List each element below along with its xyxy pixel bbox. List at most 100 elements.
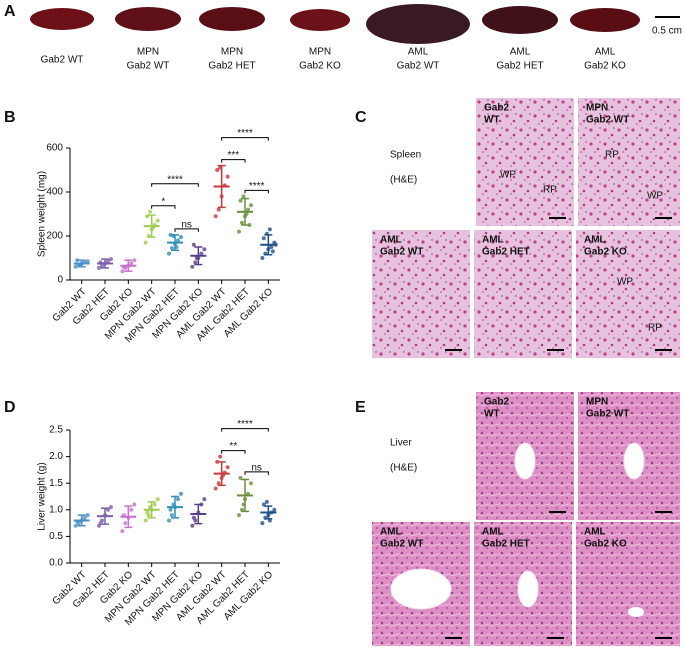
- data-point: [97, 265, 101, 270]
- data-point: [191, 515, 196, 520]
- image-label: Gab2 WT: [586, 115, 629, 126]
- region-label: WP: [647, 191, 663, 202]
- image-label: MPN: [586, 103, 608, 114]
- data-point: [193, 260, 198, 265]
- data-point: [218, 454, 223, 459]
- histology-image: [578, 98, 680, 226]
- image-label: AML: [482, 527, 504, 538]
- data-point: [213, 486, 218, 491]
- significance-label: ns: [181, 220, 192, 231]
- data-point: [237, 513, 241, 518]
- significance-bracket: [221, 428, 269, 432]
- data-point: [190, 523, 195, 528]
- data-point: [109, 505, 113, 510]
- stain-label: (H&E): [390, 463, 417, 474]
- photo-label: Gab2 WT: [41, 55, 84, 66]
- image-label: WT: [484, 409, 500, 420]
- spleen-photo: [290, 9, 350, 31]
- data-point: [179, 491, 183, 496]
- histology-image: [576, 230, 680, 358]
- y-tick-label: 1.5: [49, 478, 63, 489]
- data-point: [179, 235, 183, 240]
- data-point: [267, 227, 272, 232]
- spleen-photo: [30, 8, 94, 30]
- data-point: [85, 513, 90, 518]
- y-tick-label: 1.0: [49, 504, 63, 515]
- panel-label: E: [355, 399, 366, 416]
- data-point: [191, 242, 196, 247]
- region-label: WP: [617, 277, 633, 288]
- region-label: RP: [605, 150, 619, 161]
- data-point: [269, 245, 274, 249]
- vessel: [628, 607, 644, 617]
- tissue-label: Liver: [390, 438, 412, 449]
- y-tick-label: 600: [46, 143, 63, 154]
- y-tick-label: 0.0: [49, 558, 63, 569]
- y-tick-label: 0: [57, 275, 63, 286]
- data-point: [249, 481, 253, 486]
- data-point: [167, 518, 171, 523]
- data-point: [167, 251, 171, 256]
- histology-image: [474, 230, 572, 358]
- data-point: [170, 246, 174, 251]
- data-point: [73, 264, 78, 269]
- y-tick-label: 2.0: [49, 451, 63, 462]
- image-label: MPN: [586, 397, 608, 408]
- data-point: [120, 529, 125, 534]
- spleen-photos: 0.5 cm: [30, 4, 682, 44]
- significance-label: ****: [237, 128, 253, 139]
- image-label: Gab2 WT: [586, 409, 629, 420]
- data-point: [190, 264, 195, 269]
- image-label: Gab2 HET: [482, 539, 530, 550]
- data-point: [216, 481, 221, 486]
- significance-bracket: [151, 205, 176, 209]
- data-point: [143, 240, 148, 245]
- significance-label: *: [161, 196, 165, 207]
- photo-label: Gab2 KO: [299, 61, 341, 72]
- data-point: [213, 214, 218, 219]
- image-label: AML: [584, 527, 606, 538]
- data-point: [215, 459, 220, 464]
- data-point: [246, 207, 250, 212]
- photo-label: MPN: [309, 47, 331, 58]
- data-point: [176, 238, 180, 243]
- data-point: [75, 258, 80, 263]
- y-tick-label: 2.5: [49, 425, 63, 436]
- y-tick-label: 200: [46, 231, 63, 242]
- spleen-photo: [482, 6, 558, 34]
- photo-label: Gab2 HET: [208, 61, 255, 72]
- data-point: [225, 465, 230, 470]
- significance-bracket: [244, 189, 269, 194]
- photo-label: AML: [408, 47, 429, 58]
- image-label: AML: [380, 527, 402, 538]
- y-axis-label: Liver weight (g): [37, 462, 48, 530]
- image-label: Gab2 KO: [584, 247, 627, 258]
- region-label: RP: [543, 185, 557, 196]
- photo-label: Gab2 KO: [584, 61, 626, 72]
- data-point: [120, 269, 125, 274]
- data-point: [237, 229, 241, 234]
- data-point: [100, 263, 104, 268]
- data-point: [199, 251, 204, 256]
- spleen-photo: [199, 7, 265, 31]
- vessel: [623, 442, 645, 480]
- image-label: Gab2 KO: [584, 539, 627, 550]
- data-point: [143, 518, 148, 523]
- panel-label: A: [4, 3, 16, 20]
- histology-image: [372, 230, 470, 358]
- panel-label: B: [4, 109, 16, 126]
- image-label: AML: [380, 235, 402, 246]
- significance-bracket: [221, 137, 269, 141]
- y-axis-label: Spleen weight (mg): [37, 171, 48, 257]
- photo-label: MPN: [221, 47, 243, 58]
- significance-label: **: [229, 441, 237, 452]
- data-point: [82, 515, 87, 520]
- data-point: [106, 259, 110, 264]
- image-label: Gab2: [484, 103, 509, 114]
- photo-label: Gab2 WT: [397, 61, 440, 72]
- data-point: [168, 507, 173, 512]
- data-point: [129, 507, 134, 512]
- data-point: [85, 259, 90, 264]
- scale-bar-label: 0.5 cm: [652, 26, 682, 37]
- photo-label: MPN: [137, 47, 159, 58]
